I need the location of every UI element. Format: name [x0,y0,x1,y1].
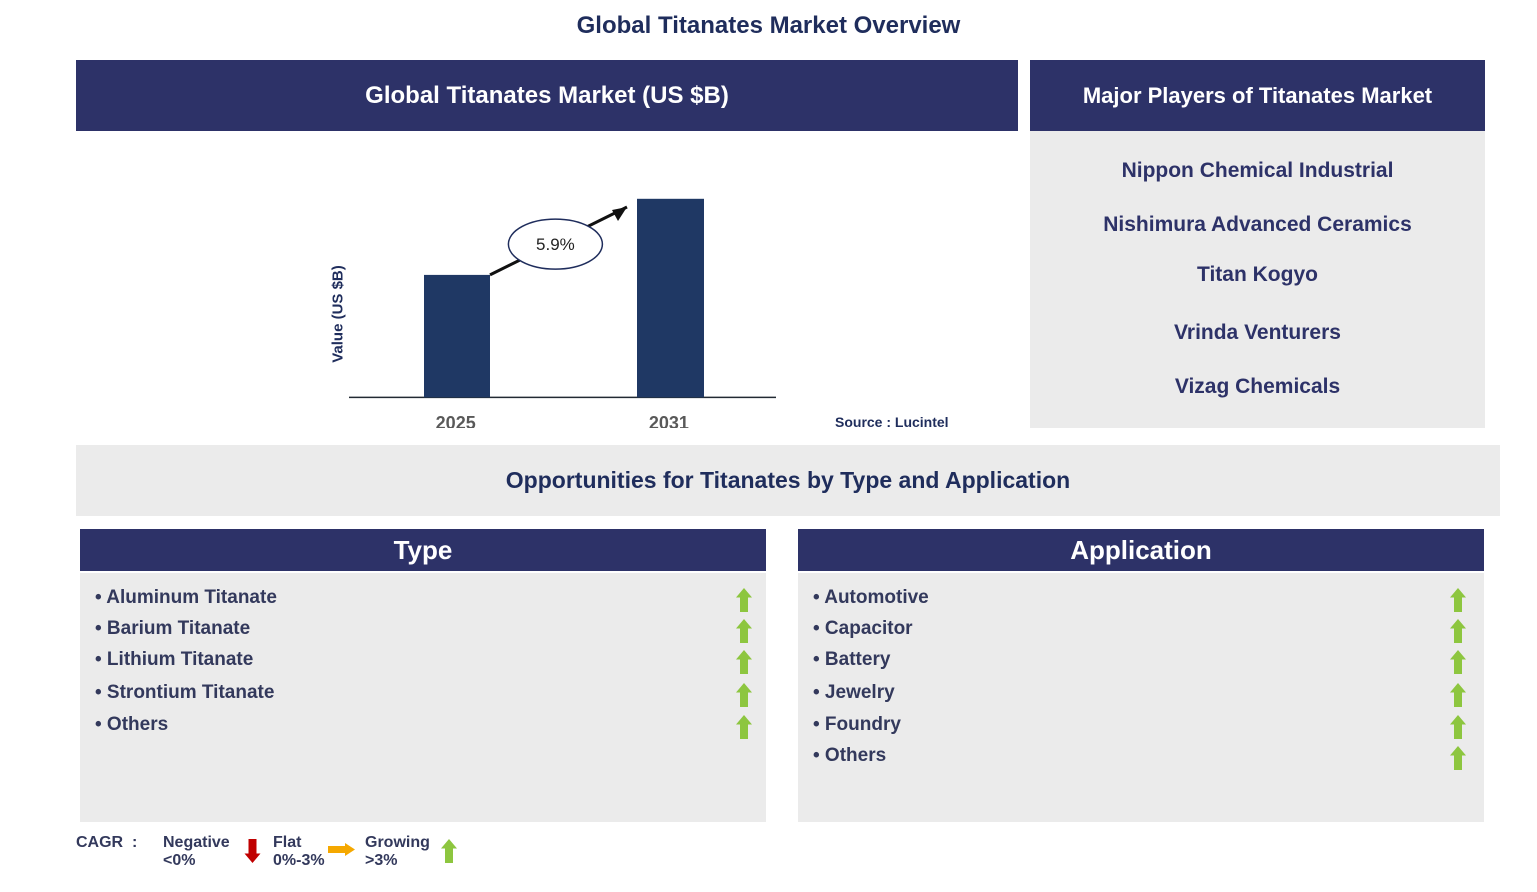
svg-text:2025: 2025 [436,413,476,428]
svg-text:5.9%: 5.9% [536,235,575,254]
svg-text:Source : Lucintel: Source : Lucintel [835,414,949,428]
svg-text:2031: 2031 [649,413,689,428]
svg-text:Value (US $B): Value (US $B) [329,265,346,363]
